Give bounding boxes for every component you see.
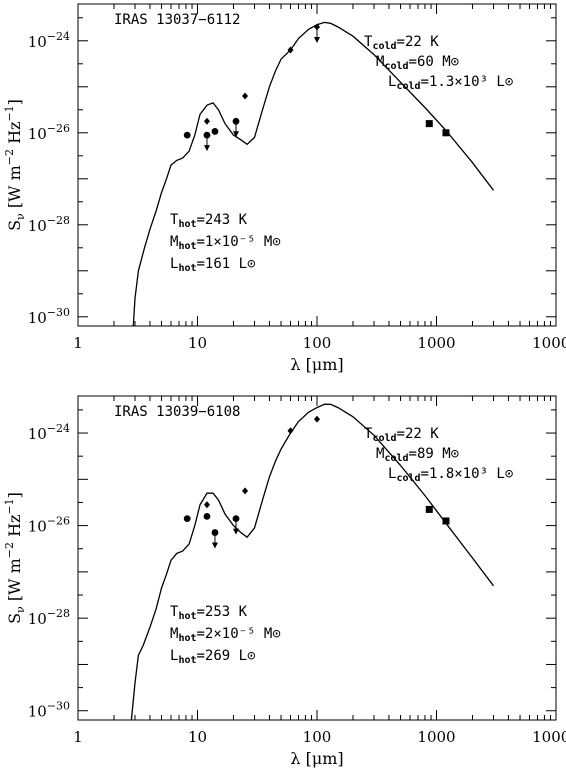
annotation-cold-0: Tcold=22 K: [364, 34, 439, 52]
y-tick-label: 10−24: [28, 422, 70, 443]
chart-title: IRAS 13039−6108: [114, 404, 240, 420]
upper-limit-arrow: [233, 528, 240, 535]
x-axis-label: λ [μm]: [290, 355, 343, 374]
data-point-square: [442, 517, 450, 525]
annotation-hot-0: Thot=243 K: [170, 212, 248, 230]
y-tick-label: 10−26: [28, 515, 70, 536]
upper-limit-arrow: [233, 131, 240, 138]
data-point-diamond: [203, 117, 210, 125]
annotation-hot-2: Lhot=269 L⊙: [170, 648, 256, 666]
x-tick-label: 1: [73, 728, 83, 746]
data-point-diamond: [242, 92, 249, 100]
model-sed-curve: [132, 21, 495, 327]
data-point-diamond: [203, 501, 210, 509]
data-point-diamond: [314, 415, 320, 423]
x-axis-label: λ [μm]: [290, 749, 343, 768]
data-point-diamond: [287, 427, 294, 435]
y-tick-label: 10−24: [28, 30, 70, 51]
chart-panel-1: 1 10 100 1000 10000 10−24 10−26 10−28 10−30 λ [μm…: [3, 3, 566, 374]
x-tick-label: 10000: [532, 728, 566, 746]
data-point-circle: [232, 515, 240, 523]
upper-limit-arrow: [314, 37, 320, 43]
y-axis-label: Sν [W m−2 Hz−1]: [3, 492, 27, 624]
y-axis-label: Sν [W m−2 Hz−1]: [3, 99, 27, 231]
annotation-hot-1: Mhot=2×10⁻⁵ M⊙: [170, 626, 281, 644]
annotation-cold-1: Mcold=60 M⊙: [376, 54, 460, 72]
upper-limit-arrow: [211, 542, 218, 549]
data-point-diamond: [287, 46, 294, 54]
chart-panel-2: 1 10 100 1000 10000 10−24 10−26 10−28 10−30 λ [μm…: [3, 395, 566, 768]
annotation-cold-2: Lcold=1.3×10³ L⊙: [388, 74, 514, 92]
x-tick-label: 1: [73, 334, 83, 352]
annotation-hot-0: Thot=253 K: [170, 604, 248, 622]
plot-frame: [77, 395, 557, 721]
data-point-circle: [203, 512, 211, 520]
chart-title: IRAS 13037−6112: [114, 12, 240, 28]
annotation-hot-2: Lhot=161 L⊙: [170, 256, 256, 274]
model-sed-curve: [130, 403, 495, 721]
annotation-cold-0: Tcold=22 K: [364, 426, 439, 444]
annotation-cold-2: Lcold=1.8×10³ L⊙: [388, 466, 514, 484]
x-tick-label: 100: [303, 334, 332, 352]
data-point-square: [425, 505, 433, 513]
y-tick-label: 10−30: [28, 306, 70, 327]
x-tick-label: 1000: [417, 334, 455, 352]
data-point-circle: [211, 128, 219, 135]
data-point-circle: [183, 515, 191, 523]
x-tick-label: 1000: [417, 728, 455, 746]
x-tick-label: 10: [188, 728, 207, 746]
upper-limit-arrow: [203, 145, 210, 152]
y-tick-label: 10−28: [28, 607, 70, 628]
plot-frame: [77, 3, 557, 327]
y-tick-label: 10−26: [28, 122, 70, 143]
data-point-square: [442, 129, 450, 137]
data-point-diamond: [242, 487, 249, 495]
x-tick-label: 10000: [532, 334, 566, 352]
y-tick-label: 10−28: [28, 214, 70, 235]
annotation-hot-1: Mhot=1×10⁻⁵ M⊙: [170, 234, 281, 252]
annotation-cold-1: Mcold=89 M⊙: [376, 446, 460, 464]
y-tick-label: 10−30: [28, 700, 70, 721]
data-point-circle: [183, 131, 191, 139]
x-tick-label: 100: [303, 728, 332, 746]
data-point-square: [425, 120, 433, 128]
x-tick-label: 10: [188, 334, 207, 352]
